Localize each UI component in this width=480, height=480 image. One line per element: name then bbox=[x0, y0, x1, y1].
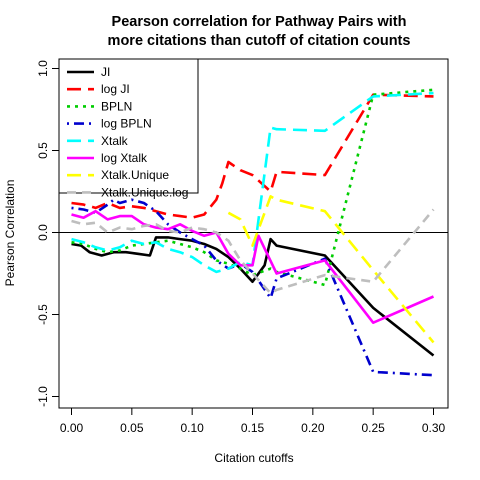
x-tick-label: 0.05 bbox=[120, 421, 144, 435]
y-tick-label: 0.5 bbox=[36, 142, 50, 159]
x-tick-label: 0.10 bbox=[180, 421, 204, 435]
y-axis-label: Pearson Correlation bbox=[3, 180, 17, 287]
legend-label: log BPLN bbox=[101, 117, 152, 131]
series-line-xtalk-unique-log bbox=[71, 208, 435, 295]
legend-label: Xtalk.Unique bbox=[101, 168, 169, 182]
x-axis-label: Citation cutoffs bbox=[214, 451, 293, 465]
legend-label: log JI bbox=[101, 82, 130, 96]
series-line-log-ji bbox=[71, 93, 434, 219]
y-tick-label: -1.0 bbox=[36, 386, 50, 407]
series-line-log-xtalk bbox=[71, 209, 435, 324]
legend-label: Xtalk bbox=[101, 134, 129, 148]
x-tick-label: 0.00 bbox=[60, 421, 84, 435]
x-tick-label: 0.15 bbox=[241, 421, 265, 435]
series-line-xtalk-unique bbox=[227, 195, 435, 344]
y-tick-label: 1.0 bbox=[36, 60, 50, 77]
x-axis: 0.00 0.05 0.10 0.15 0.20 0.25 0.30 bbox=[60, 407, 446, 435]
legend-label: JI bbox=[101, 65, 110, 79]
legend-label: BPLN bbox=[101, 99, 132, 113]
chart-title-line-2: more citations than cutoff of citation c… bbox=[108, 33, 411, 49]
legend-box bbox=[58, 58, 199, 194]
legend-label: Xtalk.Unique.log bbox=[101, 185, 188, 199]
y-axis: -1.0 -0.5 0.0 0.5 1.0 bbox=[36, 60, 59, 407]
x-tick-label: 0.25 bbox=[361, 421, 385, 435]
series-line-bpln bbox=[71, 88, 434, 287]
legend: JI log JI BPLN log BPLN Xtalk log Xtalk Xtalk.… bbox=[58, 58, 199, 199]
series-line-xtalk bbox=[71, 91, 434, 274]
y-tick-label: 0.0 bbox=[36, 224, 50, 241]
legend-label: log Xtalk bbox=[101, 151, 148, 165]
x-tick-label: 0.20 bbox=[301, 421, 325, 435]
x-tick-label: 0.30 bbox=[422, 421, 446, 435]
chart-title-line-1: Pearson correlation for Pathway Pairs wi… bbox=[112, 14, 407, 30]
y-tick-label: -0.5 bbox=[36, 304, 50, 325]
series-line-ji bbox=[71, 236, 435, 357]
series-line-log-bpln bbox=[71, 198, 434, 377]
